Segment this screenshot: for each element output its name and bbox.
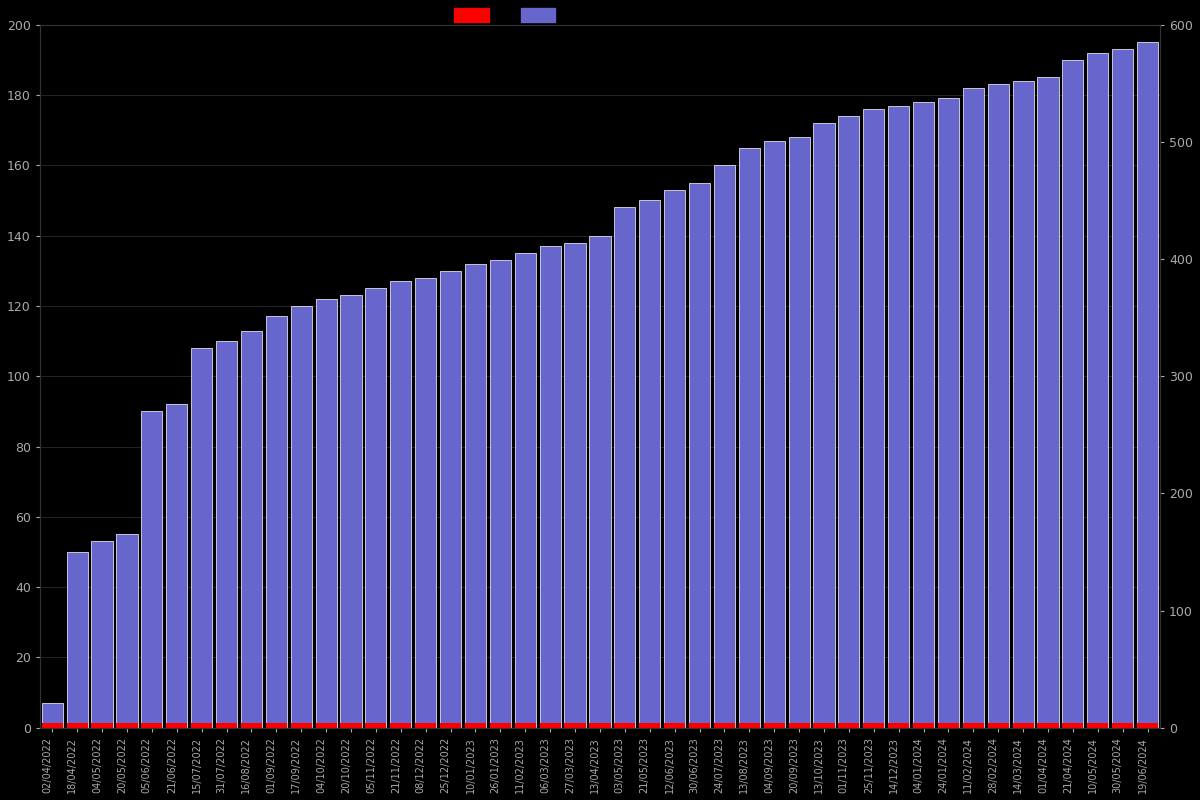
Bar	[839, 722, 859, 728]
Bar	[564, 722, 586, 728]
Bar	[1013, 81, 1033, 728]
Bar	[1112, 50, 1133, 728]
Bar	[67, 552, 88, 728]
Bar	[142, 722, 162, 728]
Bar	[1138, 722, 1158, 728]
Bar	[839, 116, 859, 728]
Bar	[440, 270, 461, 728]
Bar	[913, 102, 934, 728]
Bar	[988, 85, 1009, 728]
Bar	[1038, 78, 1058, 728]
Bar	[888, 106, 910, 728]
Bar	[265, 722, 287, 728]
Bar	[464, 722, 486, 728]
Bar	[515, 253, 536, 728]
Bar	[341, 722, 361, 728]
Bar	[490, 722, 511, 728]
Bar	[216, 722, 238, 728]
Bar	[166, 722, 187, 728]
Bar	[464, 264, 486, 728]
Bar	[913, 722, 934, 728]
Bar	[1013, 722, 1033, 728]
Bar	[390, 282, 412, 728]
Bar	[988, 722, 1009, 728]
Bar	[763, 722, 785, 728]
Bar	[564, 242, 586, 728]
Bar	[191, 722, 212, 728]
Bar	[91, 722, 113, 728]
Bar	[390, 722, 412, 728]
Bar	[415, 722, 437, 728]
Bar	[316, 722, 337, 728]
Bar	[166, 404, 187, 728]
Bar	[1138, 42, 1158, 728]
Bar	[116, 534, 138, 728]
Bar	[290, 306, 312, 728]
Bar	[265, 317, 287, 728]
Bar	[589, 235, 611, 728]
Bar	[814, 123, 834, 728]
Bar	[365, 722, 386, 728]
Bar	[863, 109, 884, 728]
Bar	[1062, 60, 1084, 728]
Bar	[938, 722, 959, 728]
Bar	[739, 722, 760, 728]
Bar	[714, 722, 734, 728]
Bar	[788, 722, 810, 728]
Bar	[664, 722, 685, 728]
Bar	[540, 722, 560, 728]
Bar	[689, 183, 710, 728]
Bar	[316, 299, 337, 728]
Bar	[863, 722, 884, 728]
Bar	[1087, 722, 1109, 728]
Bar	[191, 348, 212, 728]
Bar	[1112, 722, 1133, 728]
Bar	[42, 722, 62, 728]
Bar	[216, 341, 238, 728]
Bar	[640, 722, 660, 728]
Bar	[290, 722, 312, 728]
Bar	[440, 722, 461, 728]
Bar	[241, 722, 262, 728]
Bar	[763, 141, 785, 728]
Bar	[739, 148, 760, 728]
Bar	[341, 295, 361, 728]
Bar	[888, 722, 910, 728]
Bar	[962, 722, 984, 728]
Bar	[1087, 53, 1109, 728]
Bar	[614, 207, 636, 728]
Bar	[1038, 722, 1058, 728]
Bar	[689, 722, 710, 728]
Bar	[614, 722, 636, 728]
Bar	[814, 722, 834, 728]
Bar	[788, 137, 810, 728]
Bar	[142, 411, 162, 728]
Bar	[540, 246, 560, 728]
Bar	[415, 278, 437, 728]
Bar	[938, 98, 959, 728]
Bar	[42, 703, 62, 728]
Bar	[962, 88, 984, 728]
Bar	[365, 288, 386, 728]
Bar	[515, 722, 536, 728]
Bar	[490, 260, 511, 728]
Bar	[91, 542, 113, 728]
Bar	[241, 330, 262, 728]
Bar	[714, 166, 734, 728]
Bar	[664, 190, 685, 728]
Bar	[640, 201, 660, 728]
Bar	[67, 722, 88, 728]
Legend: , : ,	[450, 3, 571, 26]
Bar	[589, 722, 611, 728]
Bar	[116, 722, 138, 728]
Bar	[1062, 722, 1084, 728]
